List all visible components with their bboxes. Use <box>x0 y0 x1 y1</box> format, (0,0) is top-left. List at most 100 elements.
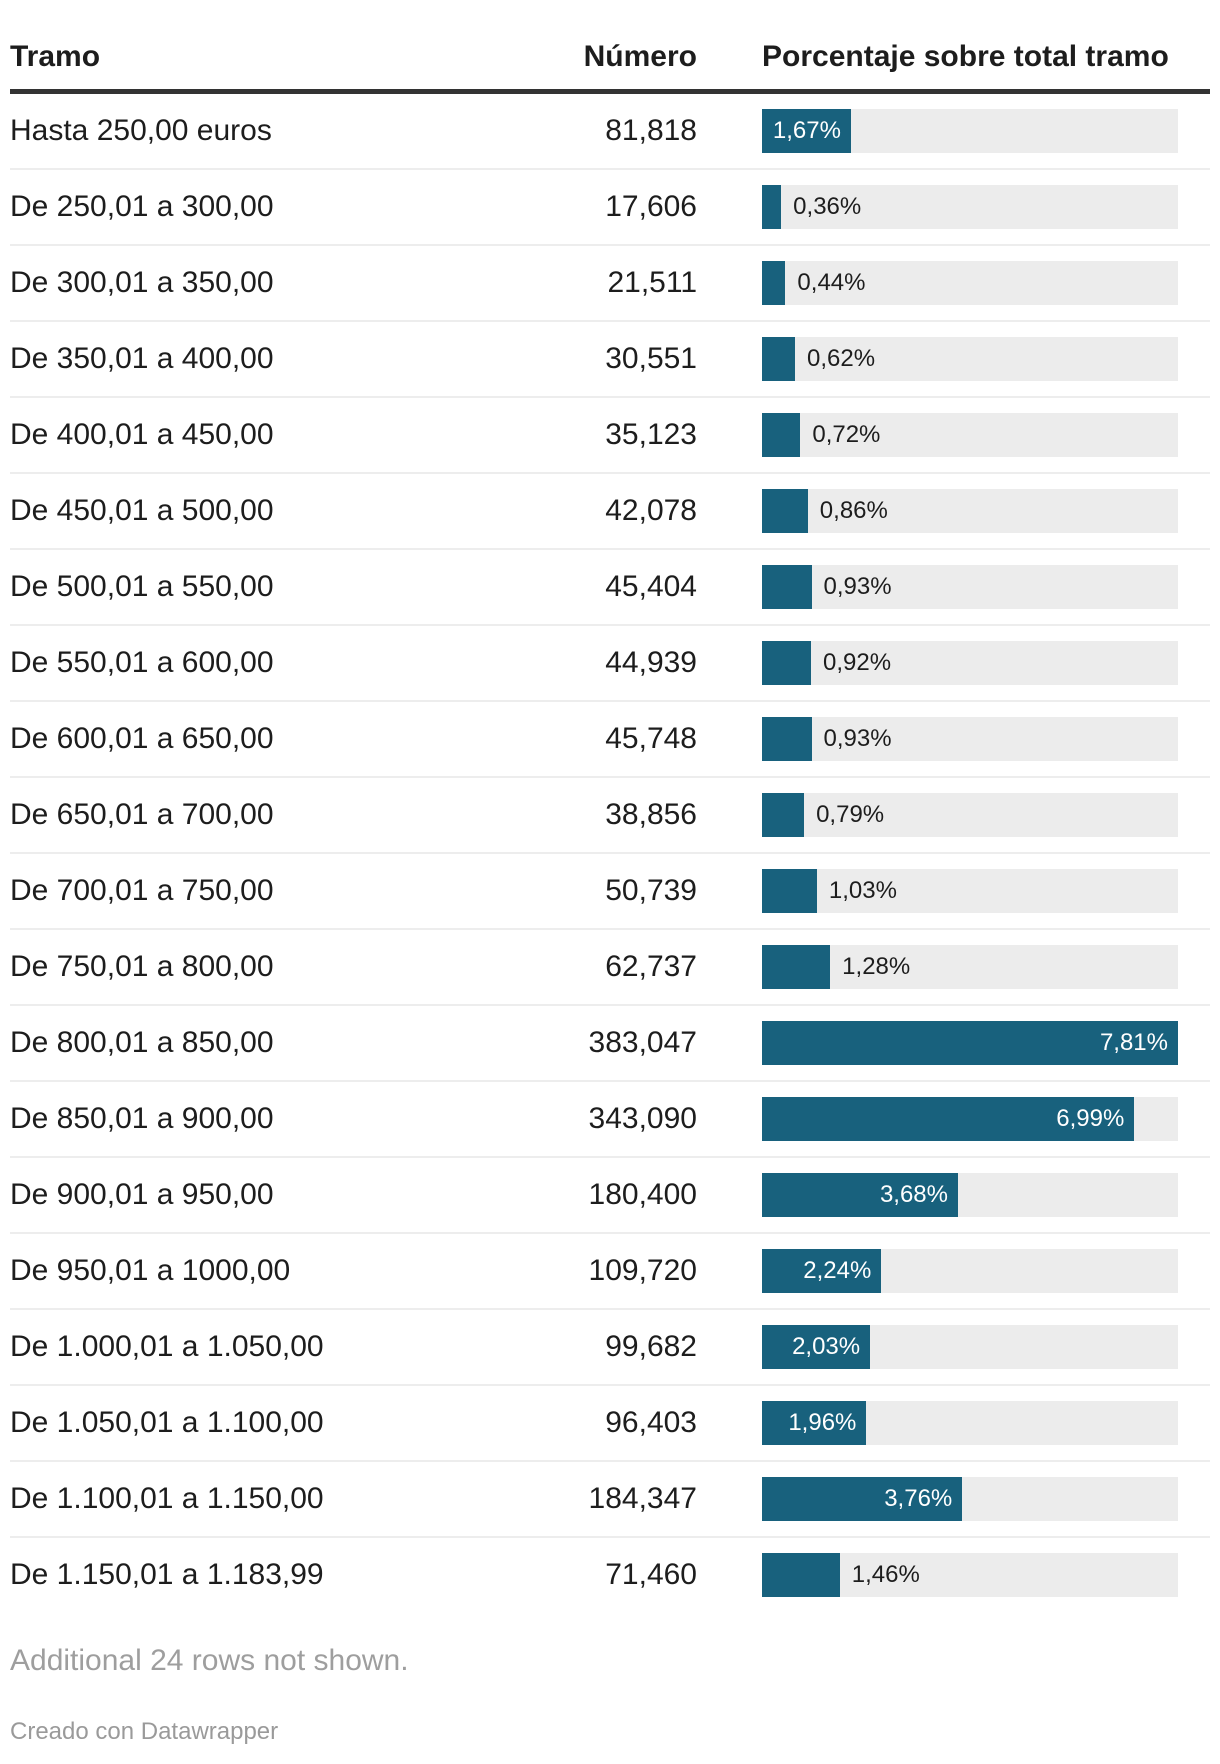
percentage-bar-track: 7,81% <box>762 1021 1178 1065</box>
percentage-bar-label: 6,99% <box>1056 1105 1125 1132</box>
percentage-bar-label: 0,44% <box>797 269 866 296</box>
tramo-cell: De 900,01 a 950,00 <box>10 1178 274 1211</box>
percentage-bar <box>762 793 805 837</box>
percentage-bar-cell: 0,72% <box>697 413 1210 457</box>
percentage-bar-cell: 0,93% <box>697 717 1210 761</box>
percentage-bar-cell: 0,86% <box>697 489 1210 533</box>
percentage-bar-cell: 1,03% <box>697 869 1210 913</box>
percentage-bar-label: 1,67% <box>772 117 841 144</box>
percentage-bar-cell: 3,68% <box>697 1173 1210 1217</box>
table-row: De 650,01 a 700,00 38,856 0,79% <box>10 776 1210 852</box>
numero-cell: 109,720 <box>588 1254 697 1287</box>
percentage-bar-label: 0,79% <box>816 801 885 828</box>
percentage-bar-label: 0,93% <box>823 725 892 752</box>
table-row: De 500,01 a 550,00 45,404 0,93% <box>10 548 1210 624</box>
percentage-bar-label: 3,76% <box>884 1485 953 1512</box>
numero-cell: 383,047 <box>588 1026 697 1059</box>
percentage-bar: 3,68% <box>762 1173 958 1217</box>
percentage-bar-cell: 2,24% <box>697 1249 1210 1293</box>
table-row: De 450,01 a 500,00 42,078 0,86% <box>10 472 1210 548</box>
percentage-bar-label: 0,93% <box>823 573 892 600</box>
percentage-bar-track: 0,93% <box>762 717 1178 761</box>
percentage-bar-cell: 0,93% <box>697 565 1210 609</box>
table-row: De 1.000,01 a 1.050,00 99,682 2,03% <box>10 1308 1210 1384</box>
percentage-bar-track: 6,99% <box>762 1097 1178 1141</box>
numero-cell: 44,939 <box>605 646 697 679</box>
numero-cell: 38,856 <box>605 798 697 831</box>
table-row: De 1.050,01 a 1.100,00 96,403 1,96% <box>10 1384 1210 1460</box>
table-row: De 550,01 a 600,00 44,939 0,92% <box>10 624 1210 700</box>
percentage-bar-track: 2,03% <box>762 1325 1178 1369</box>
tramo-cell: De 250,01 a 300,00 <box>10 190 274 223</box>
percentage-bar-cell: 2,03% <box>697 1325 1210 1369</box>
table-row: De 350,01 a 400,00 30,551 0,62% <box>10 320 1210 396</box>
percentage-bar <box>762 869 817 913</box>
numero-cell: 343,090 <box>588 1102 697 1135</box>
percentage-bar-cell: 0,92% <box>697 641 1210 685</box>
numero-cell: 81,818 <box>605 114 697 147</box>
numero-cell: 50,739 <box>605 874 697 907</box>
percentage-bar <box>762 261 786 305</box>
percentage-bar-track: 0,86% <box>762 489 1178 533</box>
percentage-bar <box>762 641 811 685</box>
percentage-bar: 7,81% <box>762 1021 1178 1065</box>
percentage-bar: 1,67% <box>762 109 851 153</box>
percentage-bar-cell: 1,67% <box>697 109 1210 153</box>
tramo-cell: De 650,01 a 700,00 <box>10 798 274 831</box>
tramo-cell: De 1.100,01 a 1.150,00 <box>10 1482 324 1515</box>
table-row: Hasta 250,00 euros 81,818 1,67% <box>10 94 1210 168</box>
numero-cell: 71,460 <box>605 1558 697 1591</box>
rows-not-shown-note: Additional 24 rows not shown. <box>10 1644 409 1677</box>
percentage-bar-cell: 7,81% <box>697 1021 1210 1065</box>
percentage-bar-label: 1,46% <box>851 1561 920 1588</box>
percentage-bar-label: 7,81% <box>1099 1029 1168 1056</box>
percentage-bar <box>762 565 812 609</box>
percentage-bar-track: 0,79% <box>762 793 1178 837</box>
percentage-bar-track: 3,76% <box>762 1477 1178 1521</box>
table-row: De 750,01 a 800,00 62,737 1,28% <box>10 928 1210 1004</box>
numero-cell: 21,511 <box>607 266 697 299</box>
tramo-cell: De 550,01 a 600,00 <box>10 646 274 679</box>
percentage-bar-track: 1,28% <box>762 945 1178 989</box>
numero-cell: 99,682 <box>605 1330 697 1363</box>
percentage-bar <box>762 337 796 381</box>
table-row: De 1.150,01 a 1.183,99 71,460 1,46% <box>10 1536 1210 1612</box>
percentage-bar-cell: 1,96% <box>697 1401 1210 1445</box>
percentage-bar-cell: 6,99% <box>697 1097 1210 1141</box>
tramo-cell: De 1.050,01 a 1.100,00 <box>10 1406 324 1439</box>
tramo-cell: De 850,01 a 900,00 <box>10 1102 274 1135</box>
percentage-bar-track: 1,46% <box>762 1553 1178 1597</box>
numero-cell: 45,404 <box>605 570 697 603</box>
percentage-bar-cell: 0,36% <box>697 185 1210 229</box>
percentage-bar-label: 0,62% <box>807 345 876 372</box>
column-header-numero: Número <box>583 40 697 73</box>
datawrapper-credit-link[interactable]: Creado con Datawrapper <box>10 1718 279 1745</box>
numero-cell: 30,551 <box>605 342 697 375</box>
tramo-cell: De 300,01 a 350,00 <box>10 266 274 299</box>
percentage-bar: 2,24% <box>762 1249 882 1293</box>
tramo-cell: De 1.150,01 a 1.183,99 <box>10 1558 324 1591</box>
percentage-bar-cell: 0,62% <box>697 337 1210 381</box>
tramo-cell: De 500,01 a 550,00 <box>10 570 274 603</box>
table-row: De 700,01 a 750,00 50,739 1,03% <box>10 852 1210 928</box>
percentage-bar-track: 0,93% <box>762 565 1178 609</box>
percentage-bar-label: 2,24% <box>803 1257 872 1284</box>
numero-cell: 180,400 <box>588 1178 697 1211</box>
percentage-bar-cell: 0,79% <box>697 793 1210 837</box>
percentage-bar-track: 0,72% <box>762 413 1178 457</box>
table-body: Hasta 250,00 euros 81,818 1,67% De 250,01 a… <box>10 94 1210 1612</box>
percentage-bar: 1,96% <box>762 1401 867 1445</box>
numero-cell: 62,737 <box>605 950 697 983</box>
table-row: De 600,01 a 650,00 45,748 0,93% <box>10 700 1210 776</box>
numero-cell: 17,606 <box>605 190 697 223</box>
table-row: De 950,01 a 1000,00 109,720 2,24% <box>10 1232 1210 1308</box>
numero-cell: 45,748 <box>605 722 697 755</box>
percentage-bar-cell: 1,46% <box>697 1553 1210 1597</box>
percentage-bar: 6,99% <box>762 1097 1135 1141</box>
numero-cell: 184,347 <box>588 1482 697 1515</box>
column-header-porcentaje: Porcentaje sobre total tramo <box>762 40 1169 73</box>
percentage-bar-track: 0,44% <box>762 261 1178 305</box>
percentage-bar <box>762 1553 840 1597</box>
percentage-bar <box>762 945 831 989</box>
table-header-row: Tramo Número Porcentaje sobre total tram… <box>10 0 1210 94</box>
